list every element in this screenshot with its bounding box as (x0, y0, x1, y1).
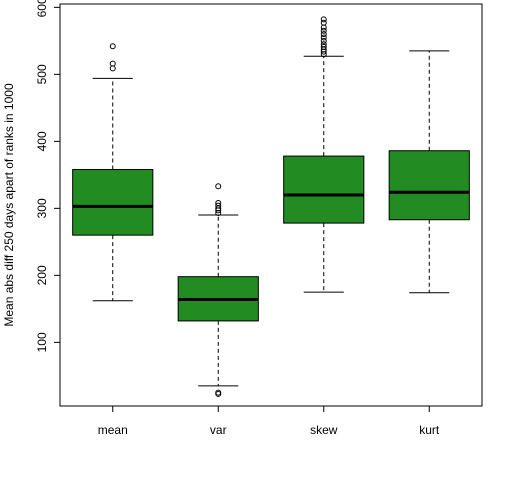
y-tick-label: 600 (35, 0, 49, 17)
outlier-point (320, 16, 327, 23)
outlier-point (320, 27, 327, 34)
outlier-point (320, 34, 327, 41)
x-tick-label: var (210, 423, 227, 437)
box-kurt (388, 150, 470, 221)
x-tick-label: kurt (419, 423, 440, 437)
x-tick-label: mean (98, 423, 128, 437)
y-tick-label: 100 (35, 332, 49, 352)
outlier-point (320, 19, 327, 26)
y-tick-label: 300 (35, 198, 49, 218)
x-tick-label: skew (310, 423, 338, 437)
outlier-point (109, 60, 116, 67)
y-tick-label: 400 (35, 131, 49, 151)
outlier-point (109, 43, 116, 50)
box-mean (72, 168, 154, 236)
outlier-point (215, 199, 222, 206)
outlier-point (215, 183, 222, 190)
plot-frame (59, 3, 483, 407)
outlier-point (320, 41, 327, 48)
plot-layer: 100 200 300 400 500 600 mean var skew kurt (35, 0, 483, 437)
outlier-point (215, 389, 222, 396)
box-skew (283, 155, 365, 224)
outlier-point (320, 37, 327, 44)
outlier-point (320, 43, 327, 50)
y-tick-label: 500 (35, 64, 49, 84)
outlier-point (215, 202, 222, 209)
y-axis-label: Mean abs diff 250 days apart of ranks in… (2, 83, 16, 327)
outlier-point (320, 31, 327, 38)
y-tick-label: 200 (35, 265, 49, 285)
y-axis-label-group: Mean abs diff 250 days apart of ranks in… (2, 83, 16, 327)
